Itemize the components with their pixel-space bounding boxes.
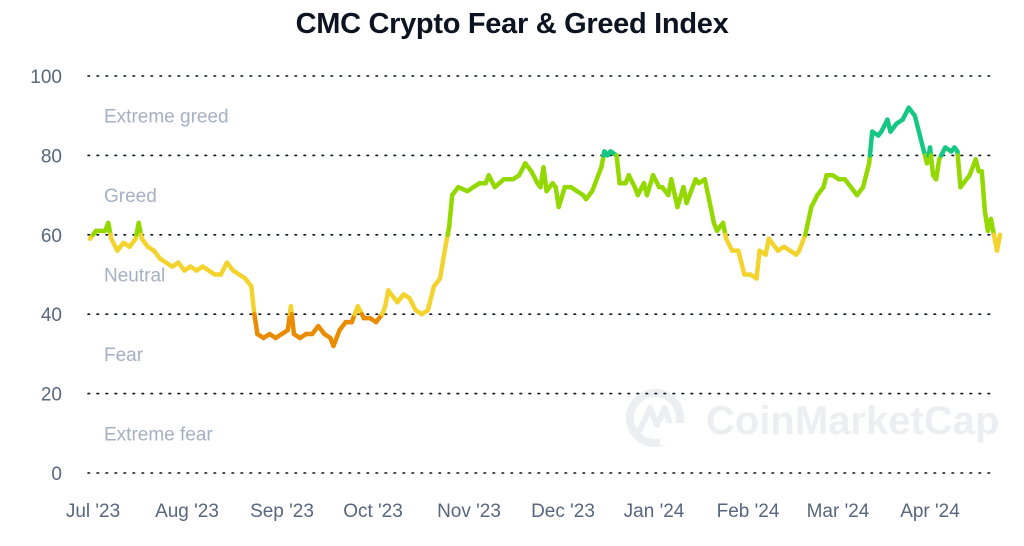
coinmarketcap-watermark: CoinMarketCap xyxy=(626,389,999,447)
line-segment xyxy=(867,129,875,158)
y-axis: 0 20 40 60 80 100 xyxy=(30,67,62,485)
x-tick-label: Feb '24 xyxy=(717,501,780,522)
zone-label: Extreme greed xyxy=(104,107,229,128)
watermark-text: CoinMarketCap xyxy=(706,399,999,443)
y-tick-label: 100 xyxy=(30,67,62,88)
zone-labels: Extreme greed Greed Neutral Fear Extreme fea… xyxy=(104,107,229,446)
x-tick-label: Nov '23 xyxy=(437,501,501,522)
zone-label: Neutral xyxy=(104,266,165,287)
zone-label: Greed xyxy=(104,186,157,207)
x-tick-label: Apr '24 xyxy=(900,501,960,522)
line-segment xyxy=(803,204,814,238)
line-segment xyxy=(252,311,260,337)
line-segment xyxy=(669,176,680,210)
line-segment xyxy=(754,248,762,281)
x-tick-label: Jan '24 xyxy=(624,501,685,522)
line-segment xyxy=(644,173,656,198)
line-segment xyxy=(684,176,698,206)
coinmarketcap-logo-icon xyxy=(626,389,686,447)
y-tick-label: 60 xyxy=(41,226,62,247)
line-segment xyxy=(446,192,455,230)
x-tick-label: Mar '24 xyxy=(807,501,870,522)
chart-title: CMC Crypto Fear & Greed Index xyxy=(295,8,729,40)
index-line xyxy=(87,105,1003,349)
line-segment xyxy=(425,284,437,313)
line-segment xyxy=(556,184,568,210)
line-segment xyxy=(589,173,601,194)
x-axis: Jul '23 Aug '23 Sep '23 Oct '23 Nov '23 Dec '… xyxy=(66,501,960,522)
x-tick-label: Aug '23 xyxy=(155,501,219,522)
line-segment xyxy=(289,311,297,337)
x-tick-label: Dec '23 xyxy=(531,501,595,522)
y-tick-label: 20 xyxy=(41,385,62,406)
line-segment xyxy=(912,113,924,142)
line-segment xyxy=(249,284,257,317)
line-segment xyxy=(285,311,293,333)
zone-label: Fear xyxy=(104,345,144,366)
line-segment xyxy=(988,216,997,238)
grid-lines xyxy=(87,75,991,474)
line-segment xyxy=(796,232,808,253)
y-tick-label: 40 xyxy=(41,305,62,326)
zone-label: Extreme fear xyxy=(104,424,213,445)
line-segment xyxy=(928,153,936,178)
line-segment xyxy=(860,161,872,190)
line-segment xyxy=(702,176,717,226)
line-segment xyxy=(614,153,622,186)
line-segment xyxy=(994,232,1003,253)
y-tick-label: 0 xyxy=(51,464,62,485)
line-segment xyxy=(437,240,449,281)
line-segment xyxy=(979,169,988,214)
x-tick-label: Jul '23 xyxy=(66,501,120,522)
line-segment xyxy=(331,327,342,349)
x-tick-label: Oct '23 xyxy=(343,501,403,522)
line-segment xyxy=(933,157,942,182)
line-segment xyxy=(541,165,549,194)
line-segment xyxy=(736,248,747,277)
x-tick-label: Sep '23 xyxy=(250,501,314,522)
y-tick-label: 80 xyxy=(41,146,62,167)
line-segment xyxy=(955,153,963,190)
